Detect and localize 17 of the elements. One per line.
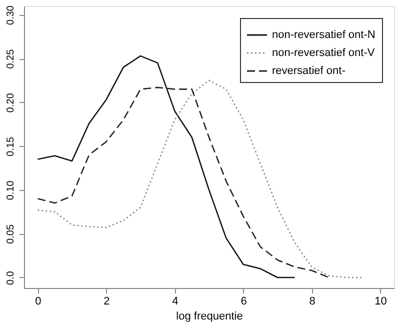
y-tick-label: 0.05 — [6, 224, 16, 244]
y-tick-label: 0.15 — [6, 136, 16, 156]
x-tick-label: 4 — [172, 296, 178, 308]
y-tick-label: 0.25 — [6, 48, 16, 69]
y-tick-label: 0.0 — [6, 270, 16, 285]
y-tick-label: 0.10 — [6, 180, 16, 200]
x-axis-title: log frequentie — [176, 310, 243, 322]
y-tick-label: 0.30 — [6, 5, 16, 25]
legend-label: non-reversatief ont-V — [272, 47, 376, 59]
legend-label: reversatief ont- — [272, 65, 346, 77]
x-tick-label: 8 — [309, 296, 316, 308]
x-tick-label: 6 — [240, 296, 247, 308]
x-tick-label: 2 — [104, 296, 110, 308]
y-tick-label: 0.20 — [6, 92, 16, 113]
x-tick-label: 0 — [35, 296, 42, 308]
legend-label: non-reversatief ont-N — [272, 29, 376, 41]
x-tick-label: 10 — [374, 296, 387, 308]
